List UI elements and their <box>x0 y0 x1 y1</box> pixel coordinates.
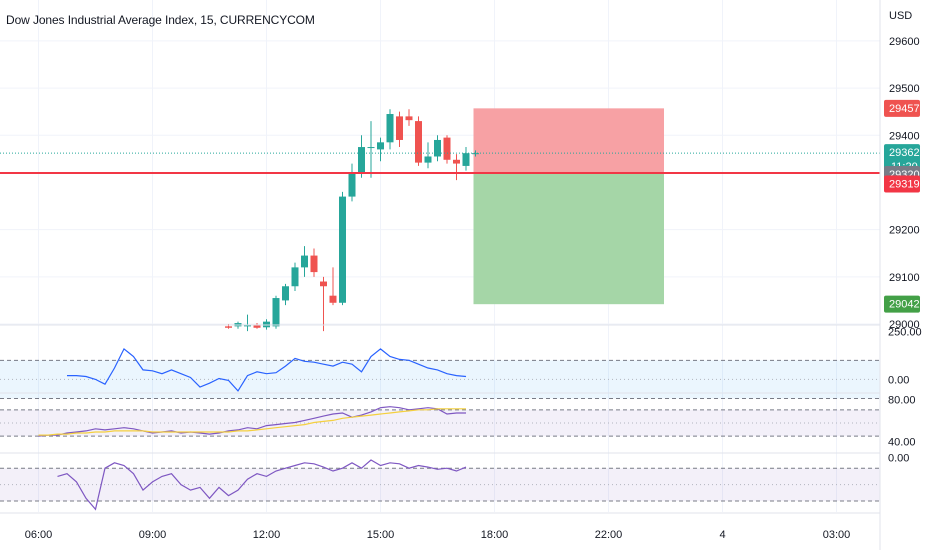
indicator-y-label: 0.00 <box>888 452 909 464</box>
x-tick-label: 15:00 <box>367 529 395 541</box>
y-tick-label: 29100 <box>889 272 920 284</box>
indicator-series-line <box>67 347 467 392</box>
indicator-y-label: 0.00 <box>888 374 909 386</box>
candle-body <box>253 324 261 328</box>
indicator-series-line <box>38 406 466 437</box>
price-label-text: 29319 <box>889 178 920 190</box>
candle-body <box>225 326 232 328</box>
candle-body <box>263 321 270 328</box>
indicator-series-line <box>38 408 466 436</box>
candle-body <box>291 267 299 287</box>
y-tick-label: 29500 <box>889 83 920 95</box>
candle-body <box>424 156 432 163</box>
price-label-text: 29042 <box>889 299 920 311</box>
stop-loss-zone <box>473 108 664 173</box>
candle-body <box>434 139 441 157</box>
x-tick-label: 06:00 <box>25 529 53 541</box>
candle-body <box>339 196 346 303</box>
indicator-y-label: 80.00 <box>888 394 916 406</box>
candle-body <box>244 324 251 327</box>
candle-body <box>272 298 280 327</box>
candle-body <box>348 173 356 197</box>
y-tick-label: 29600 <box>889 36 920 48</box>
candle-body <box>462 153 470 166</box>
candle-body <box>282 286 289 301</box>
x-tick-label: 22:00 <box>595 529 623 541</box>
x-tick-label: 18:00 <box>481 529 509 541</box>
candle-body <box>329 295 337 303</box>
candle-body <box>443 137 451 160</box>
chart-title: Dow Jones Industrial Average Index, 15, … <box>6 13 315 27</box>
price-label-stop <box>884 99 920 117</box>
price-label-text: 29362 <box>889 147 920 159</box>
y-tick-label: 29000 <box>889 319 920 331</box>
x-tick-label: 12:00 <box>253 529 281 541</box>
candle-body <box>367 147 375 149</box>
candle-body <box>320 281 327 287</box>
candle-body <box>377 142 384 150</box>
candle-body <box>310 255 318 273</box>
candle-body <box>301 255 308 268</box>
price-label-line <box>884 175 920 193</box>
indicator-series-line <box>57 459 467 511</box>
currency-label[interactable]: USD <box>889 10 913 22</box>
candle-body <box>396 116 403 140</box>
x-tick-label: 03:00 <box>823 529 851 541</box>
price-label-text: 29457 <box>889 103 920 115</box>
indicator-y-label: 250.00 <box>888 327 922 339</box>
y-tick-label: 29400 <box>889 130 920 142</box>
candle-body <box>453 159 460 164</box>
price-label-target <box>884 295 920 313</box>
x-tick-label: 4 <box>719 529 725 541</box>
x-tick-label: 09:00 <box>139 529 167 541</box>
candle-body <box>472 153 479 155</box>
indicator-y-label: 40.00 <box>888 436 916 448</box>
candle-body <box>415 121 422 163</box>
y-tick-label: 29200 <box>889 225 920 237</box>
candle-body <box>358 147 365 173</box>
candle-body <box>405 116 413 121</box>
candle-body <box>386 114 394 143</box>
take-profit-zone <box>473 173 664 305</box>
